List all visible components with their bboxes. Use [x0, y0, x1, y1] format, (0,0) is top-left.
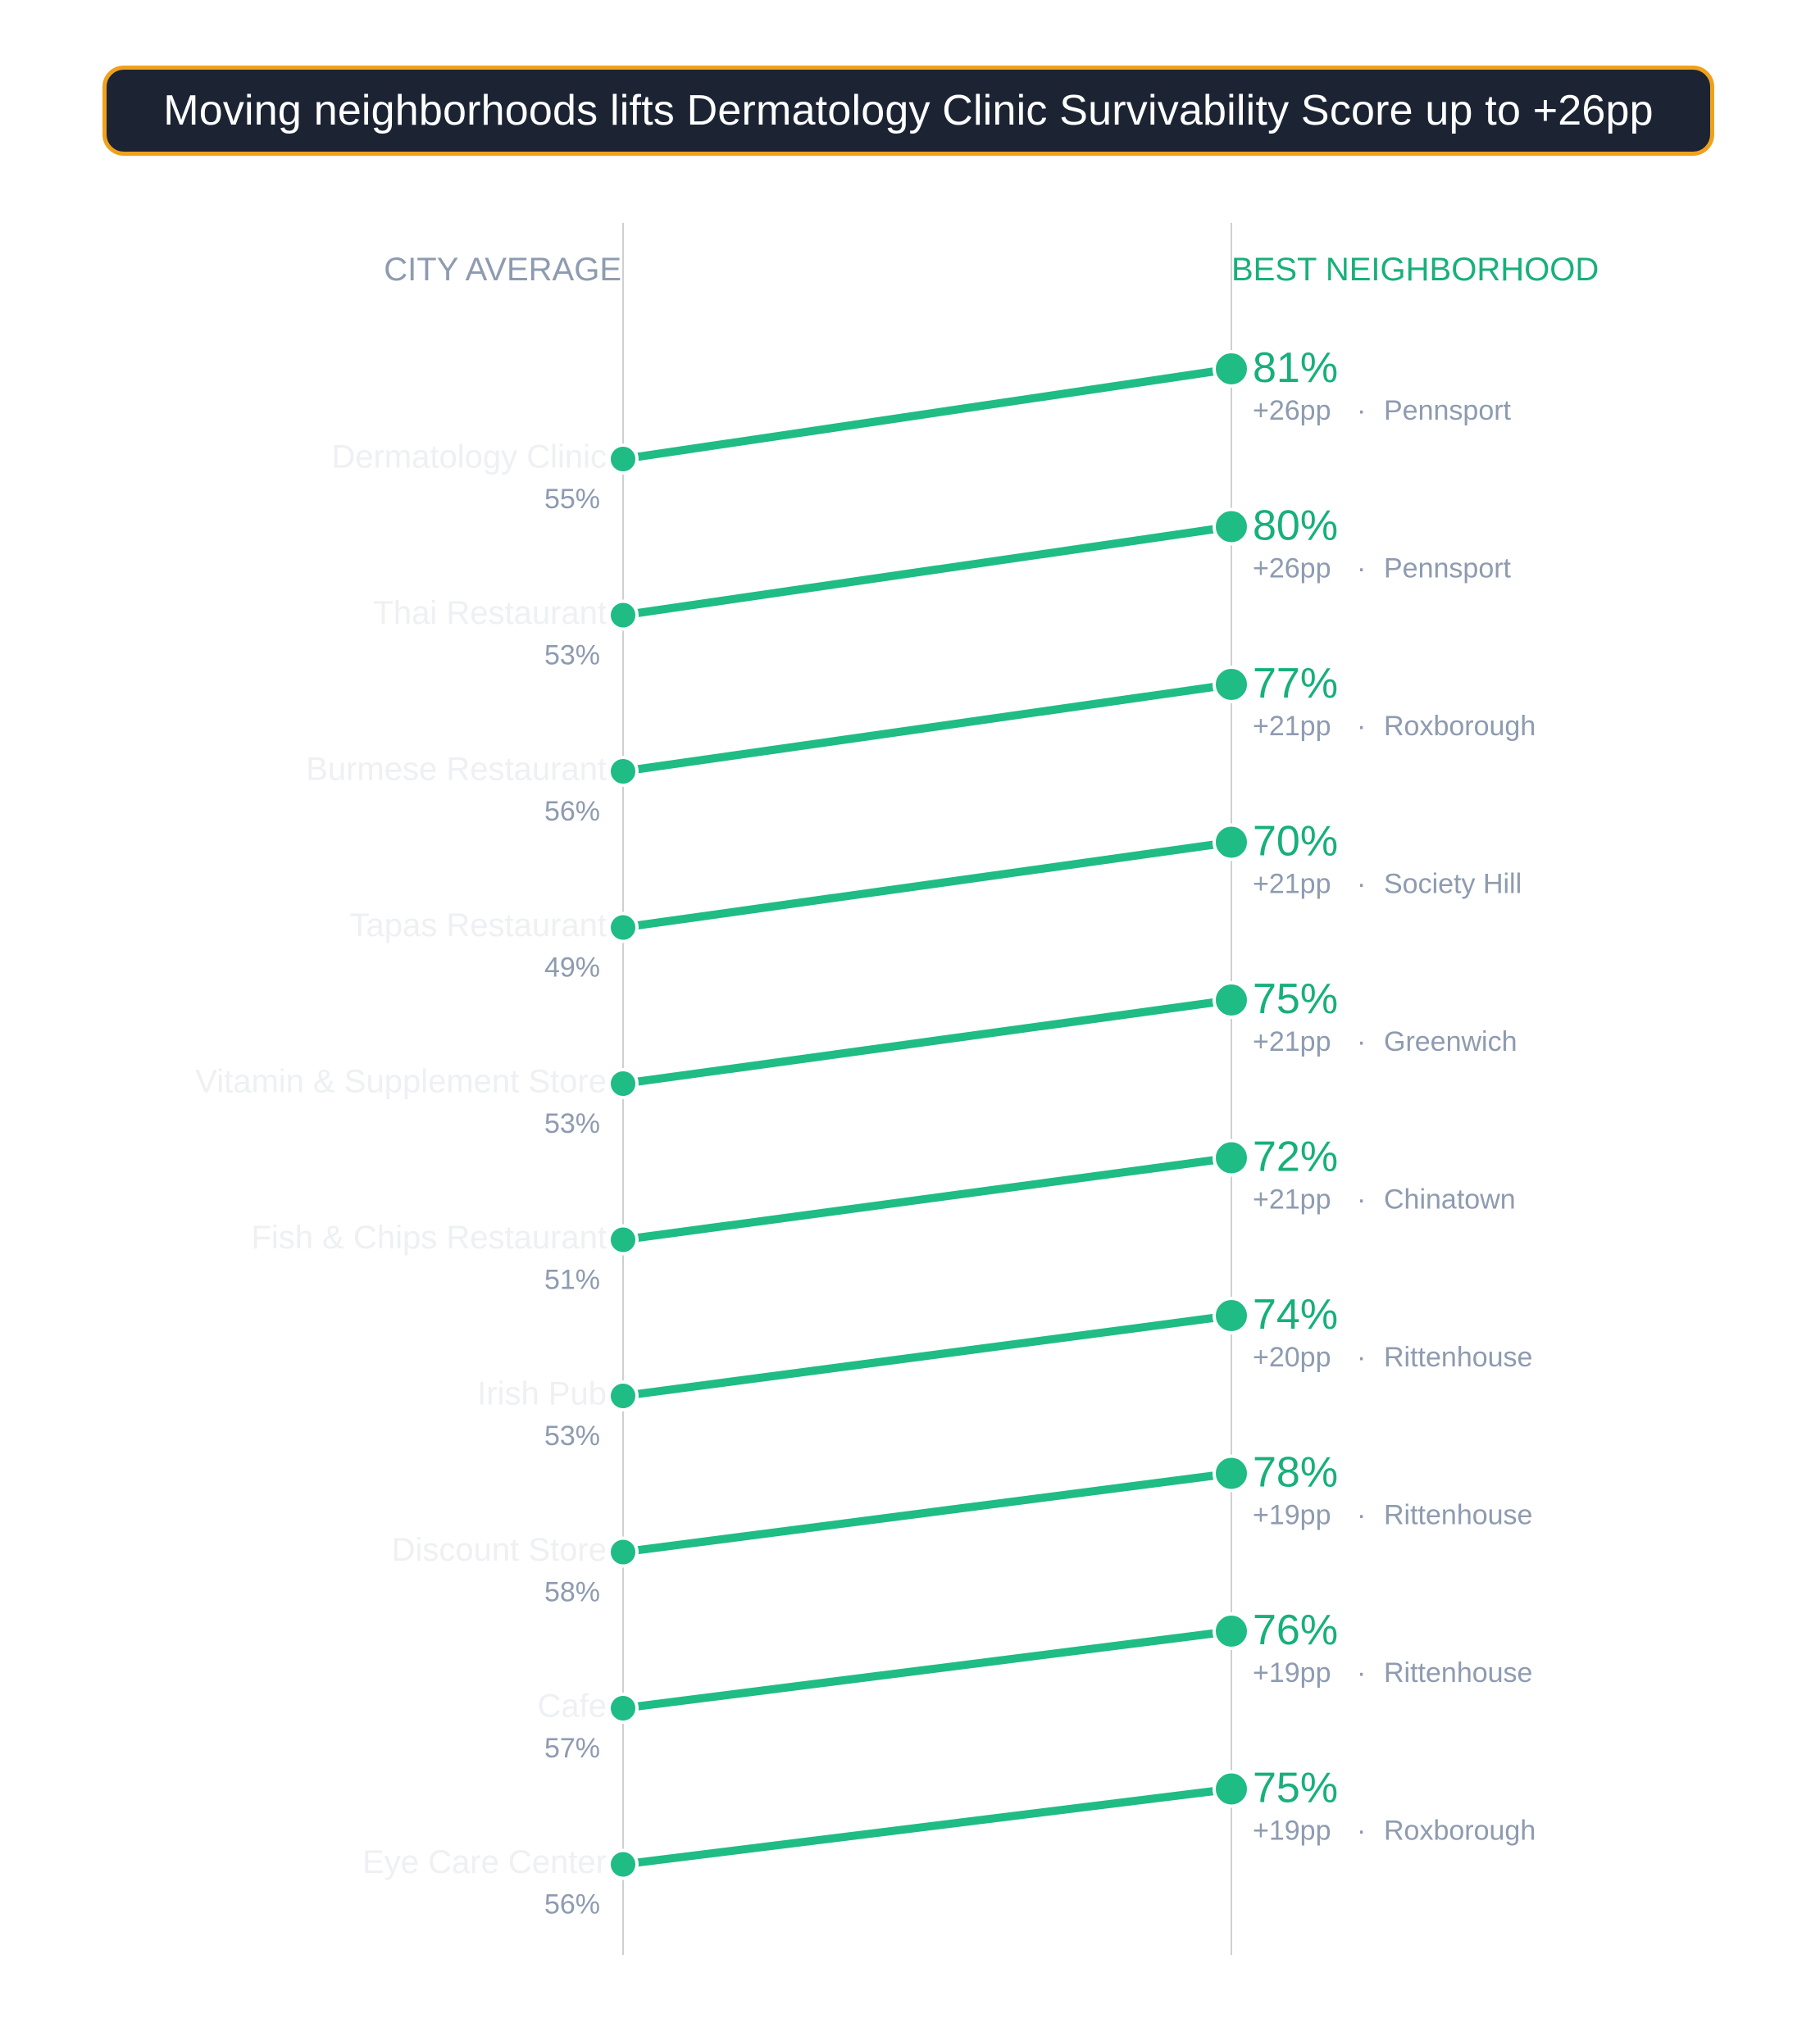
delta-label: +20pp [1253, 1342, 1331, 1373]
best-neighborhood-point [1213, 1454, 1250, 1493]
right-header: BEST NEIGHBORHOOD [1231, 252, 1599, 288]
city-average-point [607, 1224, 639, 1256]
best-neighborhood-value: 77% [1253, 660, 1338, 707]
city-average-point [607, 1536, 639, 1568]
slope-line [619, 1627, 1235, 1712]
city-average-point [607, 1068, 639, 1099]
category-label: Irish Pub [477, 1376, 607, 1412]
category-label: Eye Care Center [362, 1844, 607, 1880]
category-label: Discount Store [392, 1532, 607, 1568]
separator-dot: · [1357, 553, 1366, 584]
best-neighborhood-point [1213, 666, 1250, 703]
neighborhood-label: Greenwich [1384, 1026, 1517, 1057]
best-neighborhood-value: 81% [1253, 344, 1338, 392]
neighborhood-label: Rittenhouse [1384, 1657, 1532, 1689]
city-average-point [607, 1380, 639, 1411]
city-average-point [607, 1693, 639, 1724]
best-neighborhood-value: 70% [1253, 818, 1338, 866]
delta-label: +19pp [1253, 1816, 1331, 1847]
slope-line [619, 1153, 1235, 1244]
left-header: CITY AVERAGE [384, 252, 621, 288]
delta-label: +21pp [1253, 869, 1331, 900]
separator-dot: · [1357, 1657, 1366, 1689]
city-average-value: 57% [544, 1733, 600, 1764]
neighborhood-label: Society Hill [1384, 869, 1522, 900]
best-neighborhood-value: 72% [1253, 1134, 1338, 1181]
neighborhood-label: Pennsport [1384, 553, 1512, 584]
category-label: Tapas Restaurant [349, 907, 607, 943]
separator-dot: · [1357, 711, 1366, 742]
title-banner: Moving neighborhoods lifts Dermatology C… [102, 66, 1714, 156]
neighborhood-label: Pennsport [1384, 395, 1512, 426]
best-neighborhood-value: 75% [1253, 975, 1338, 1023]
category-label: Thai Restaurant [373, 595, 607, 631]
city-average-point [607, 599, 639, 631]
slope-line [619, 680, 1235, 775]
best-neighborhood-point [1213, 823, 1250, 861]
separator-dot: · [1357, 1500, 1366, 1531]
slope-line [619, 522, 1235, 620]
neighborhood-label: Chinatown [1384, 1184, 1516, 1216]
delta-label: +19pp [1253, 1657, 1331, 1689]
slope-line [619, 838, 1235, 932]
slope-line [619, 1469, 1235, 1557]
city-average-value: 49% [544, 952, 600, 984]
category-label: Fish & Chips Restaurant [251, 1220, 607, 1256]
city-average-value: 53% [544, 1421, 600, 1452]
best-neighborhood-value: 75% [1253, 1765, 1338, 1812]
city-average-value: 55% [544, 484, 600, 515]
separator-dot: · [1357, 1026, 1366, 1057]
slope-line [619, 1311, 1235, 1400]
best-neighborhood-value: 80% [1253, 502, 1338, 550]
city-average-value: 53% [544, 1108, 600, 1139]
city-average-value: 58% [544, 1577, 600, 1608]
city-average-point [607, 443, 639, 475]
best-neighborhood-point [1213, 1297, 1250, 1334]
best-neighborhood-point [1213, 1770, 1250, 1808]
separator-dot: · [1357, 1816, 1366, 1847]
neighborhood-label: Rittenhouse [1384, 1342, 1532, 1373]
slope-line [619, 996, 1235, 1088]
city-average-value: 51% [544, 1265, 600, 1296]
city-average-value: 53% [544, 640, 600, 671]
best-neighborhood-value: 76% [1253, 1607, 1338, 1654]
best-neighborhood-value: 74% [1253, 1291, 1338, 1339]
delta-label: +21pp [1253, 1184, 1331, 1216]
separator-dot: · [1357, 395, 1366, 426]
best-neighborhood-point [1213, 1139, 1250, 1177]
separator-dot: · [1357, 1342, 1366, 1373]
delta-label: +21pp [1253, 711, 1331, 742]
best-neighborhood-value: 78% [1253, 1449, 1338, 1497]
category-label: Burmese Restaurant [306, 752, 607, 788]
city-average-value: 56% [544, 1889, 600, 1921]
best-neighborhood-point [1213, 350, 1250, 388]
delta-label: +19pp [1253, 1500, 1331, 1531]
delta-label: +21pp [1253, 1026, 1331, 1057]
neighborhood-label: Roxborough [1384, 711, 1536, 742]
best-neighborhood-point [1213, 1612, 1250, 1650]
city-average-point [607, 1848, 639, 1880]
slope-line [619, 365, 1235, 463]
category-label: Dermatology Clinic [331, 439, 607, 475]
category-label: Cafe [538, 1689, 607, 1725]
category-label: Vitamin & Supplement Store [195, 1064, 607, 1100]
city-average-point [607, 756, 639, 787]
separator-dot: · [1357, 869, 1366, 900]
slope-line [619, 1784, 1235, 1869]
city-average-point [607, 911, 639, 943]
neighborhood-label: Roxborough [1384, 1816, 1536, 1847]
best-neighborhood-point [1213, 507, 1250, 546]
city-average-value: 56% [544, 796, 600, 827]
separator-dot: · [1357, 1184, 1366, 1216]
neighborhood-label: Rittenhouse [1384, 1500, 1532, 1531]
delta-label: +26pp [1253, 395, 1331, 426]
chart-title: Moving neighborhoods lifts Dermatology C… [163, 87, 1654, 134]
best-neighborhood-point [1213, 981, 1250, 1019]
delta-label: +26pp [1253, 553, 1331, 584]
